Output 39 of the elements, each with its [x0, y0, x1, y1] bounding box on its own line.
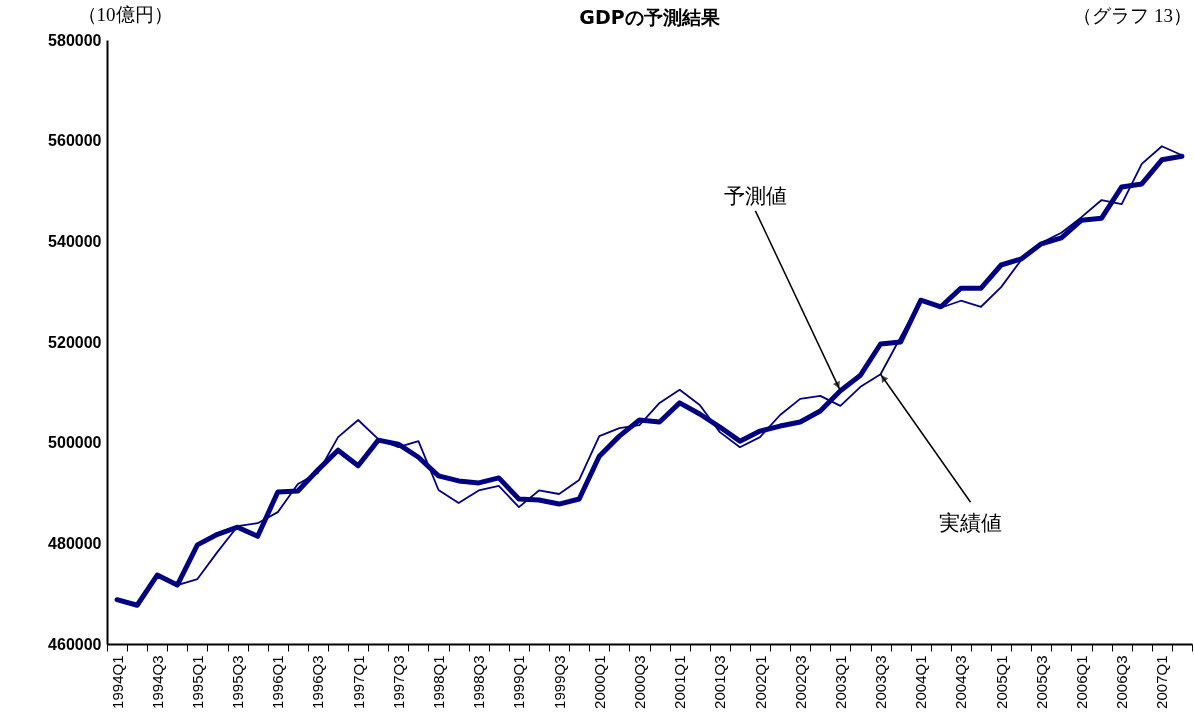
- x-tick-label: 1995Q3: [229, 655, 247, 709]
- x-tick-label: 1996Q1: [269, 655, 287, 709]
- x-tick-label: 1995Q1: [188, 655, 206, 709]
- annotation: 予測値: [723, 183, 787, 208]
- y-tick-label: 540000: [48, 232, 102, 250]
- y-tick-label: 560000: [48, 132, 102, 150]
- x-tick-label: 2004Q1: [912, 655, 930, 709]
- chart-title: GDPの予測結果: [579, 6, 721, 28]
- x-tick-label: 1994Q3: [148, 655, 166, 709]
- y-tick-label: 580000: [48, 31, 102, 49]
- x-tick-label: 2003Q1: [831, 655, 849, 709]
- y-tick-label: 480000: [48, 534, 102, 552]
- x-tick-label: 2000Q3: [630, 655, 648, 709]
- x-tick-label: 1994Q1: [108, 655, 126, 709]
- x-tick-label: 1997Q3: [389, 655, 407, 709]
- x-tick-label: 2007Q1: [1153, 655, 1171, 709]
- y-tick-label: 520000: [48, 333, 102, 351]
- x-tick-label: 2001Q3: [711, 655, 729, 709]
- x-tick-label: 2000Q1: [590, 655, 608, 709]
- x-tick-label: 2005Q3: [1032, 655, 1050, 709]
- y-tick-label: 460000: [48, 635, 102, 653]
- x-tick-label: 2005Q1: [992, 655, 1010, 709]
- y-axis-title: （10億円）: [77, 3, 173, 25]
- annotation: 実績値: [939, 511, 1003, 536]
- x-tick-label: 1996Q3: [309, 655, 327, 709]
- x-tick-label: 1998Q1: [430, 655, 448, 709]
- x-tick-label: 2002Q1: [751, 655, 769, 709]
- x-tick-label: 2006Q3: [1113, 655, 1131, 709]
- x-tick-label: 1999Q3: [550, 655, 568, 709]
- x-tick-label: 1999Q1: [510, 655, 528, 709]
- x-tick-label: 2001Q1: [671, 655, 689, 709]
- text: （グラフ 13）: [1073, 5, 1192, 26]
- x-tick-label: 2006Q1: [1072, 655, 1090, 709]
- x-tick-label: 2002Q3: [791, 655, 809, 709]
- x-tick-label: 1997Q1: [349, 655, 367, 709]
- x-tick-label: 2004Q3: [952, 655, 970, 709]
- y-tick-label: 500000: [48, 434, 102, 452]
- x-tick-label: 2003Q3: [872, 655, 890, 709]
- x-tick-label: 1998Q3: [470, 655, 488, 709]
